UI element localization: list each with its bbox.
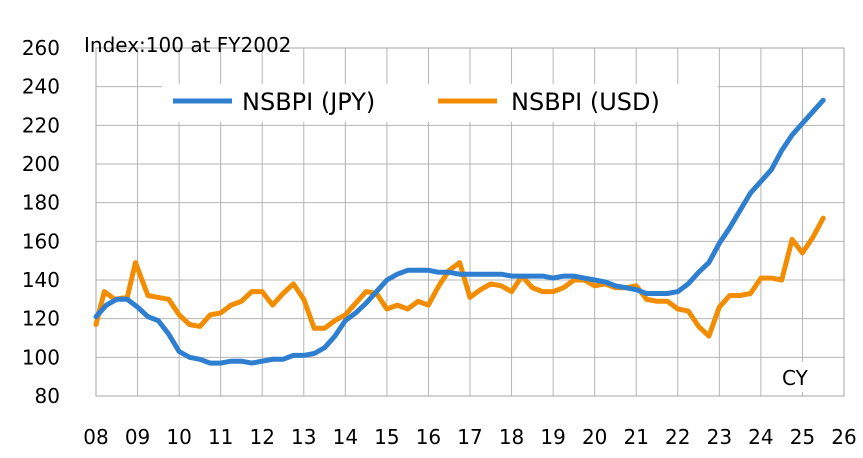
- x-tick-label: 22: [665, 425, 690, 449]
- x-tick-label: 15: [374, 425, 399, 449]
- x-tick-label: 21: [623, 425, 648, 449]
- y-tick-label: 240: [22, 75, 60, 99]
- x-tick-label: 23: [707, 425, 732, 449]
- x-tick-label: 13: [291, 425, 316, 449]
- series-line-jpy: [93, 97, 826, 366]
- y-tick-label: 260: [22, 36, 60, 60]
- y-tick-label: 80: [35, 384, 60, 408]
- x-tick-label: 11: [208, 425, 233, 449]
- legend-label-usd: NSBPI (USD): [511, 88, 660, 116]
- x-tick-label: 12: [249, 425, 274, 449]
- legend: NSBPI (JPY) NSBPI (USD): [162, 84, 718, 122]
- series-line-usd: [93, 215, 826, 339]
- y-axis-tick-labels: 80 100 120 140 160 180 200 220 240 260: [22, 36, 60, 408]
- y-tick-label: 180: [22, 191, 60, 215]
- y-tick-label: 120: [22, 307, 60, 331]
- y-tick-label: 200: [22, 152, 60, 176]
- x-tick-label: 24: [748, 425, 773, 449]
- x-tick-label: 10: [166, 425, 191, 449]
- x-tick-label: 17: [457, 425, 482, 449]
- x-tick-label: 16: [416, 425, 441, 449]
- plot-area-frame: [95, 47, 845, 397]
- x-tick-label: 25: [790, 425, 815, 449]
- cy-label-background: [770, 362, 828, 392]
- x-tick-label: 18: [499, 425, 524, 449]
- x-tick-label: 09: [125, 425, 150, 449]
- series-layer: [93, 97, 826, 366]
- x-axis-tick-labels: 08 09 10 11 12 13 14 15 16 17 18 19 20 21 22 23 24 25 26: [83, 425, 856, 449]
- x-tick-label: 08: [83, 425, 108, 449]
- x-tick-label: 26: [831, 425, 856, 449]
- y-tick-label: 160: [22, 229, 60, 253]
- x-tick-label: 19: [540, 425, 565, 449]
- y-tick-label: 140: [22, 268, 60, 292]
- x-tick-label: 20: [582, 425, 607, 449]
- index-note: Index:100 at FY2002: [84, 33, 291, 57]
- y-tick-label: 220: [22, 113, 60, 137]
- x-axis-unit-label: CY: [782, 366, 809, 390]
- x-tick-label: 14: [333, 425, 358, 449]
- legend-label-jpy: NSBPI (JPY): [242, 88, 375, 116]
- y-tick-label: 100: [22, 345, 60, 369]
